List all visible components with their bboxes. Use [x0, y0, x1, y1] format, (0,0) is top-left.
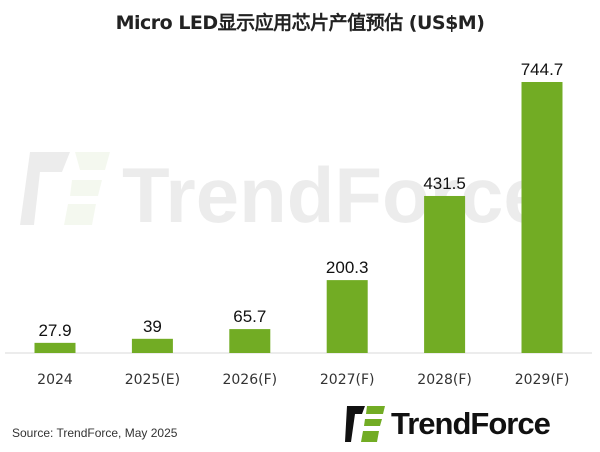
bar-2027(F) [326, 280, 368, 353]
x-tick-label: 2026(F) [222, 372, 277, 388]
x-tick-label: 2024 [37, 372, 73, 388]
data-label: 200.3 [326, 258, 369, 277]
bar-2028(F) [424, 195, 466, 353]
data-label: 39 [143, 317, 162, 336]
svg-text:TrendForce: TrendForce [122, 151, 547, 239]
x-tick-label: 2029(F) [515, 372, 570, 388]
source-note: Source: TrendForce, May 2025 [12, 426, 178, 440]
bar-chart: TrendForce 27.9 2024 39 2025(E) 65.7 2026(F) 2… [5, 60, 592, 388]
x-tick-label: 2025(E) [125, 372, 180, 388]
data-label: 65.7 [233, 307, 266, 326]
trendforce-logo-icon [345, 406, 385, 442]
bar-2025(E) [131, 338, 173, 353]
trendforce-logo: TrendForce [345, 404, 551, 444]
chart-title: Micro LED显示应用芯片产值预估 (US$M) [115, 12, 485, 34]
watermark: TrendForce [20, 151, 547, 239]
data-label: 744.7 [521, 60, 564, 79]
bar-2029(F) [521, 82, 563, 353]
data-label: 431.5 [423, 174, 466, 193]
trendforce-logo-text: TrendForce [391, 406, 551, 441]
x-tick-label: 2028(F) [417, 372, 472, 388]
data-label: 27.9 [38, 321, 71, 340]
bar-2026(F) [229, 329, 271, 353]
x-tick-label: 2027(F) [320, 372, 375, 388]
bar-2024 [34, 342, 76, 353]
